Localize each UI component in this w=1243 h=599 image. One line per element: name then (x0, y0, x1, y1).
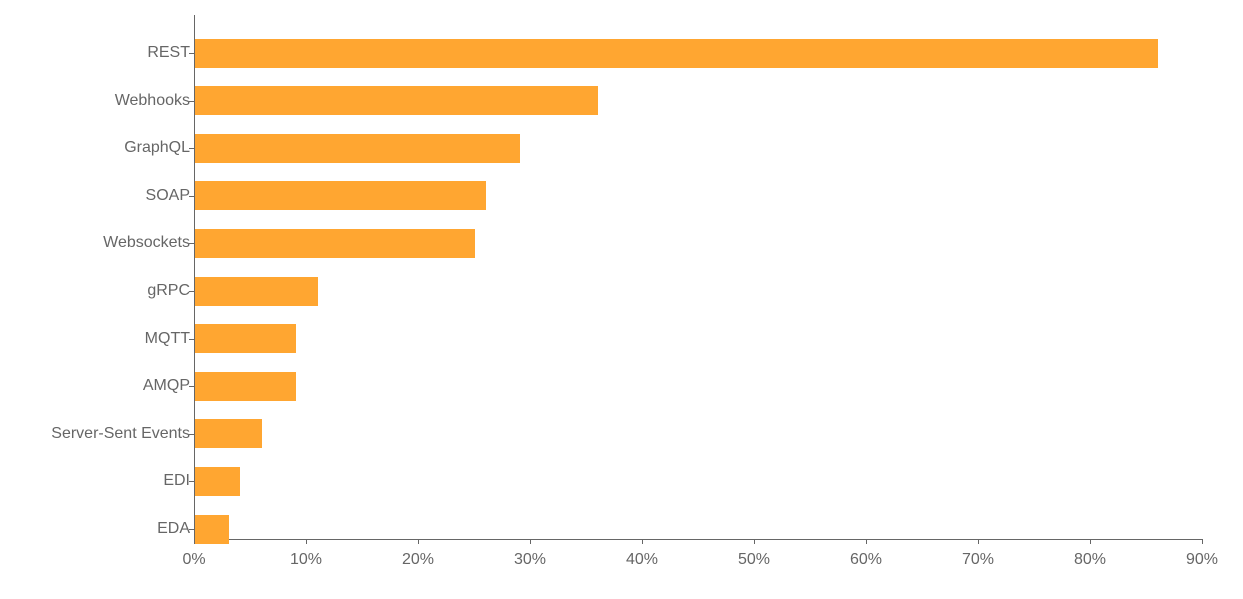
x-axis-label: 20% (402, 551, 434, 569)
bar-chart: REST Webhooks GraphQL SOAP Websockets gRPC MQT… (0, 0, 1243, 599)
y-axis-label: GraphQL (124, 139, 190, 157)
y-tick (189, 196, 194, 197)
x-axis-label: 70% (962, 551, 994, 569)
y-axis-label: Websockets (103, 234, 190, 252)
y-tick (189, 148, 194, 149)
y-axis-label: REST (147, 44, 190, 62)
x-axis-label: 40% (626, 551, 658, 569)
y-tick (189, 481, 194, 482)
y-tick (189, 529, 194, 530)
y-tick (189, 386, 194, 387)
y-axis-label: EDI (163, 472, 190, 490)
bar (195, 134, 520, 163)
bar (195, 229, 475, 258)
x-axis-label: 10% (290, 551, 322, 569)
x-tick (194, 539, 195, 544)
y-tick (189, 53, 194, 54)
x-tick (1090, 539, 1091, 544)
x-axis-label: 30% (514, 551, 546, 569)
bar (195, 39, 1158, 68)
y-axis-label: SOAP (146, 187, 190, 205)
bar (195, 419, 262, 448)
y-axis-label: Webhooks (115, 92, 190, 110)
y-tick (189, 243, 194, 244)
bar (195, 181, 486, 210)
x-tick (642, 539, 643, 544)
x-tick (754, 539, 755, 544)
bar (195, 467, 240, 496)
y-axis-label: gRPC (147, 282, 190, 300)
y-tick (189, 101, 194, 102)
y-tick (189, 434, 194, 435)
y-tick (189, 291, 194, 292)
x-tick (978, 539, 979, 544)
x-axis-label: 60% (850, 551, 882, 569)
x-tick (306, 539, 307, 544)
y-axis-label: EDA (157, 520, 190, 538)
y-axis-label: Server-Sent Events (51, 425, 190, 443)
bar (195, 515, 229, 544)
x-axis-label: 50% (738, 551, 770, 569)
y-axis-label: AMQP (143, 377, 190, 395)
y-axis-label: MQTT (145, 330, 190, 348)
x-axis-label: 90% (1186, 551, 1218, 569)
x-tick (418, 539, 419, 544)
x-tick (530, 539, 531, 544)
x-axis-label: 0% (182, 551, 205, 569)
bar (195, 324, 296, 353)
x-axis-label: 80% (1074, 551, 1106, 569)
bar (195, 277, 318, 306)
bar (195, 372, 296, 401)
bar (195, 86, 598, 115)
x-tick (866, 539, 867, 544)
x-tick (1202, 539, 1203, 544)
y-tick (189, 339, 194, 340)
x-axis-line (194, 539, 1202, 540)
